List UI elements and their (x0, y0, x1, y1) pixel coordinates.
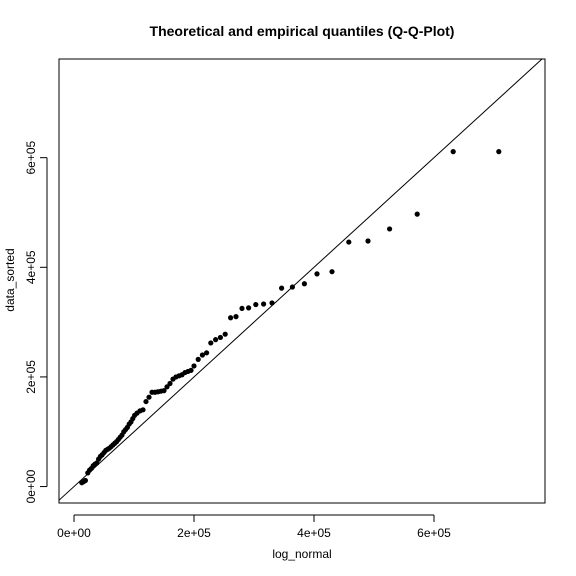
data-point (414, 211, 420, 217)
y-tick-label: 6e+05 (24, 140, 38, 174)
data-point (289, 284, 295, 290)
data-point (301, 281, 307, 287)
y-tick-label: 0e+00 (24, 469, 38, 503)
data-point (213, 337, 219, 343)
data-point (82, 477, 88, 484)
data-point (228, 315, 234, 321)
data-point (365, 238, 371, 244)
data-point (146, 394, 152, 400)
data-point (222, 331, 228, 337)
data-point (140, 407, 146, 413)
data-point (167, 380, 173, 387)
data-point (450, 149, 456, 155)
data-point (188, 367, 194, 373)
plot-frame (58, 58, 546, 504)
data-point (239, 305, 245, 312)
x-tick-label: 6e+05 (417, 526, 451, 540)
data-point (261, 301, 267, 307)
data-point (314, 271, 320, 277)
data-point (199, 352, 205, 358)
data-point (143, 398, 149, 405)
x-tick-label: 4e+05 (297, 526, 331, 540)
data-point (191, 363, 197, 369)
data-point (233, 314, 239, 320)
data-point (253, 301, 259, 308)
y-tick-label: 4e+05 (24, 250, 38, 284)
plot-area: 0e+00 2e+05 4e+05 6e+05 0e+00 2e+05 4e+05 6e+05 (24, 58, 546, 540)
data-point (161, 388, 167, 394)
y-axis-title: data_sorted (3, 248, 17, 311)
data-point (195, 356, 201, 362)
data-point (346, 239, 352, 245)
data-point (496, 149, 502, 155)
data-point (204, 350, 210, 356)
data-point (279, 285, 285, 291)
x-axis-title: log_normal (272, 547, 331, 561)
chart-title: Theoretical and empirical quantiles (Q-Q… (150, 23, 455, 39)
x-tick-label: 0e+00 (57, 526, 91, 540)
data-point (329, 269, 335, 275)
data-point (217, 334, 223, 341)
data-point (246, 305, 252, 311)
x-tick-label: 2e+05 (177, 526, 211, 540)
data-point (164, 384, 170, 390)
y-tick-label: 2e+05 (24, 360, 38, 394)
data-point (208, 340, 214, 346)
data-point (269, 300, 275, 306)
data-point (387, 226, 393, 232)
